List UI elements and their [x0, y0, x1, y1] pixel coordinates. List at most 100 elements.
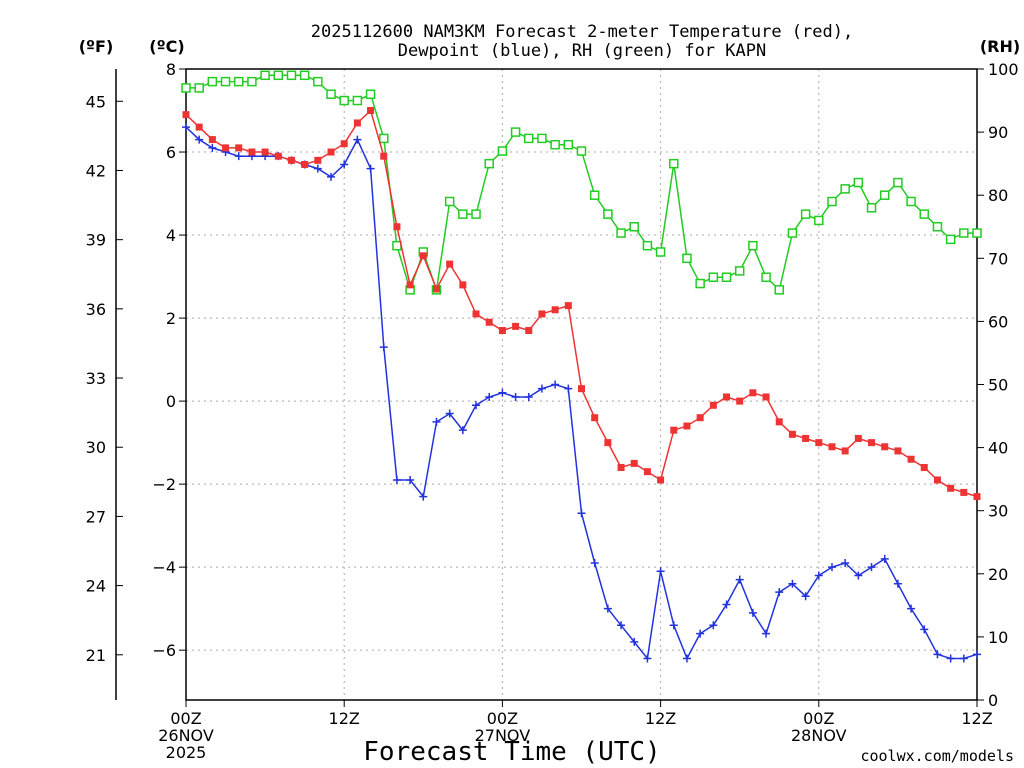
temperature-point	[854, 434, 862, 442]
dewpoint-point	[643, 654, 652, 663]
dewpoint-point	[775, 588, 784, 597]
rh-tick-label: 30	[988, 502, 1008, 521]
rh-point	[444, 196, 455, 207]
temperature-point	[775, 418, 783, 426]
x-tick-label: 12Z	[645, 709, 676, 728]
dewpoint-point	[696, 629, 705, 638]
temperature-point	[973, 493, 981, 501]
rh-point	[616, 228, 626, 238]
temperature-point	[841, 447, 849, 455]
dewpoint-point	[748, 608, 757, 617]
rh-point	[260, 70, 270, 81]
x-axis-title: Forecast Time (UTC)	[363, 737, 660, 767]
dewpoint-point	[340, 160, 349, 169]
temperature-point	[815, 439, 823, 447]
temperature-point	[380, 152, 388, 160]
x-tick-label: 2025	[166, 743, 207, 762]
dewpoint-point	[524, 392, 533, 401]
dewpoint-point	[920, 625, 929, 634]
rh-point	[655, 247, 666, 257]
rh-point	[273, 70, 284, 81]
dewpoint-point	[735, 575, 744, 584]
rh-point	[286, 70, 297, 81]
rh-point	[339, 95, 349, 106]
temperature-point	[788, 430, 796, 438]
temperature-point	[920, 464, 928, 472]
rh-point	[721, 272, 732, 282]
temperature-point	[235, 144, 243, 152]
temperature-point	[617, 464, 625, 472]
dewpoint-point	[603, 604, 612, 613]
rh-point	[853, 177, 864, 188]
dewpoint-point	[617, 621, 626, 630]
celsius-tick-label: −2	[152, 475, 176, 494]
temperature-point	[657, 476, 665, 484]
celsius-tick-label: 2	[166, 309, 176, 328]
temperature-point	[643, 468, 651, 476]
dewpoint-point	[907, 604, 916, 613]
temperature-point	[683, 422, 691, 430]
dewpoint-point	[498, 388, 507, 397]
dewpoint-point	[458, 426, 467, 435]
rh-point	[497, 146, 508, 156]
temperature-point	[868, 439, 876, 447]
rh-tick-label: 40	[988, 439, 1008, 458]
dewpoint-point	[959, 654, 968, 663]
temperature-point	[894, 447, 902, 455]
rh-point	[827, 196, 837, 207]
rh-point	[866, 203, 877, 213]
temperature-point	[314, 156, 322, 164]
rh-point	[194, 83, 204, 93]
temperature-point	[340, 140, 348, 148]
fahrenheit-tick-label: 36	[86, 300, 106, 319]
rh-point	[682, 253, 692, 264]
temperature-point	[933, 476, 941, 484]
celsius-tick-label: 4	[166, 226, 176, 245]
rh-point	[510, 127, 521, 137]
dewpoint-point	[564, 384, 573, 393]
fahrenheit-tick-label: 24	[86, 577, 106, 596]
temperature-point	[762, 393, 770, 401]
temperature-point	[802, 434, 810, 442]
dewpoint-point	[590, 559, 599, 568]
dewpoint-point	[669, 621, 678, 630]
dewpoint-point	[973, 650, 981, 659]
celsius-unit-label: (ºC)	[149, 37, 184, 56]
x-tick-label: 00Z	[803, 709, 834, 728]
temperature-point	[525, 327, 533, 335]
celsius-tick-label: 6	[166, 143, 176, 162]
dewpoint-point	[762, 629, 771, 638]
temperature-point	[472, 310, 480, 318]
rh-point	[814, 215, 824, 226]
rh-point	[669, 158, 679, 169]
temperature-point	[195, 123, 203, 131]
rh-point	[458, 209, 468, 219]
temperature-point	[182, 111, 190, 119]
dewpoint-point	[485, 392, 494, 401]
x-tick-label: 12Z	[961, 709, 992, 728]
rh-point	[906, 196, 916, 207]
dewpoint-point	[472, 401, 481, 410]
temperature-point	[367, 107, 375, 115]
celsius-tick-label: −6	[152, 641, 176, 660]
dewpoint-point	[788, 579, 797, 588]
rh-point	[550, 139, 560, 150]
dewpoint-point	[551, 380, 560, 389]
fahrenheit-tick-label: 30	[86, 438, 106, 457]
temperature-point	[222, 144, 230, 152]
temperature-point	[432, 285, 440, 293]
temperature-point	[301, 160, 309, 168]
rh-tick-label: 20	[988, 565, 1008, 584]
dewpoint-point	[419, 492, 428, 501]
temperature-point	[327, 148, 335, 156]
rh-point	[893, 177, 903, 188]
dewpoint-point	[327, 172, 336, 181]
dewpoint-point	[801, 592, 810, 601]
temperature-point	[446, 260, 454, 268]
temperature-point	[564, 302, 572, 310]
x-tick-label: 27NOV	[475, 726, 531, 745]
temperature-point	[578, 385, 585, 393]
temperature-point	[393, 223, 401, 231]
dewpoint-point	[854, 571, 863, 580]
